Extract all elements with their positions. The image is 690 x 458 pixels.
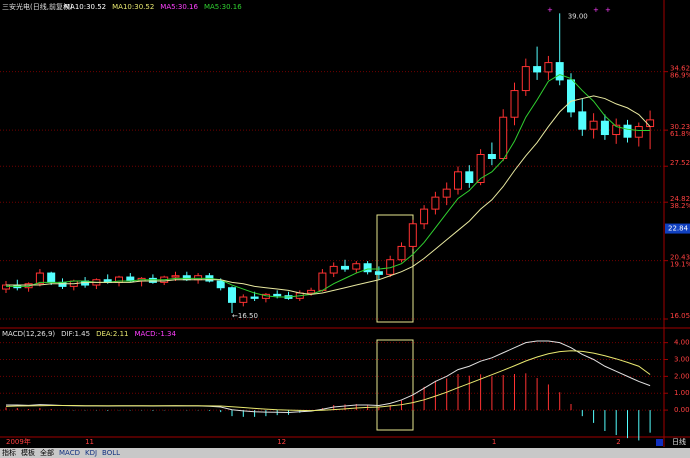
level-label: 61.8% xyxy=(670,130,690,138)
y-tick-label: 2.00 xyxy=(674,372,690,380)
marker: + xyxy=(593,6,599,14)
highlight-box xyxy=(376,214,414,323)
candle-body xyxy=(171,275,180,278)
legend-item: MA5:30.16 xyxy=(204,3,242,11)
y-tick-label: 20.43 xyxy=(670,254,690,262)
candle-body xyxy=(544,62,553,73)
y-tick-label: 30.23 xyxy=(670,123,690,131)
highlight-box xyxy=(376,339,414,431)
price-marker-label: 22.84 xyxy=(668,225,689,233)
candle-body xyxy=(386,259,395,275)
candle-body xyxy=(499,116,508,160)
candle-body xyxy=(646,119,655,128)
candle-body xyxy=(408,223,417,247)
candle-body xyxy=(521,66,530,92)
toolbar-tab[interactable]: MACD xyxy=(59,449,80,457)
level-label: 38.2% xyxy=(670,202,690,210)
toolbar-tab[interactable]: 指标 xyxy=(2,448,16,457)
toolbar-tab[interactable]: KDJ xyxy=(85,449,97,457)
toolbar-tab[interactable]: 模板 xyxy=(21,448,35,457)
legend-item: MA10:30.52 xyxy=(112,3,154,11)
candle-body xyxy=(578,111,587,130)
candle-body xyxy=(228,287,236,303)
candle-body xyxy=(250,296,259,299)
candle-body xyxy=(182,275,191,281)
toolbar-tab[interactable]: 全部 xyxy=(40,448,54,457)
x-tick-label: 12 xyxy=(277,438,286,446)
candle-body xyxy=(58,281,67,287)
price-marker-box xyxy=(665,223,690,234)
toolbar xyxy=(0,448,690,458)
y-tick-label: 34.62 xyxy=(670,65,690,73)
candle-body xyxy=(307,289,316,294)
y-tick-label: 4.00 xyxy=(674,339,690,347)
legend-item: DEA:2.11 xyxy=(96,330,128,338)
level-label: 19.1% xyxy=(670,261,690,269)
candle-body xyxy=(454,171,462,190)
candle-body xyxy=(47,272,56,283)
x-tick-label: 2009年 xyxy=(6,437,31,446)
candle-body xyxy=(341,265,349,270)
chart-title: 三安光电(日线,前复权) xyxy=(2,2,73,11)
candle-body xyxy=(35,272,44,285)
scroll-button[interactable] xyxy=(656,439,663,446)
x-tick-label: 11 xyxy=(85,438,94,446)
high-annotation: 39.00 xyxy=(568,12,588,20)
y-tick-label: 0.00 xyxy=(674,406,690,414)
legend-item: MACD(12,26,9) xyxy=(2,330,55,338)
y-tick-label: 16.05 xyxy=(670,312,690,320)
y-tick-label: 27.52 xyxy=(670,159,690,167)
macd-line xyxy=(5,350,651,412)
y-tick-label: 3.00 xyxy=(674,356,690,364)
candle-body xyxy=(2,284,10,290)
candle-body xyxy=(465,171,474,183)
legend-item: MA10:30.52 xyxy=(64,3,106,11)
candle-body xyxy=(476,154,485,183)
candle-body xyxy=(374,271,383,275)
legend-item: MACD:-1.34 xyxy=(135,330,177,338)
low-annotation: ←16.50 xyxy=(232,312,258,320)
ma-line xyxy=(6,74,651,298)
candle-body xyxy=(487,154,496,160)
candle-body xyxy=(442,188,451,198)
candle-body xyxy=(239,296,248,303)
candle-body xyxy=(612,124,621,136)
candle-body xyxy=(589,120,598,130)
y-tick-label: 24.82 xyxy=(670,195,690,203)
marker: + xyxy=(547,6,553,14)
y-tick-label: 1.00 xyxy=(674,389,690,397)
x-tick-label: 1 xyxy=(492,438,496,446)
candle-body xyxy=(600,120,609,136)
ma-line xyxy=(6,95,651,295)
legend-item: MA5:30.16 xyxy=(160,3,198,11)
candle-body xyxy=(431,196,440,210)
candle-body xyxy=(24,283,33,289)
candle-body xyxy=(318,272,327,291)
candle-body xyxy=(623,124,632,138)
candle-body xyxy=(634,126,643,138)
candle-body xyxy=(352,263,361,270)
period-label: 日线 xyxy=(672,437,686,446)
candle-body xyxy=(397,245,406,261)
candle-body xyxy=(273,293,282,297)
candle-body xyxy=(216,280,225,289)
level-label: 86.9% xyxy=(670,72,690,80)
candle-body xyxy=(194,275,203,281)
candle-body xyxy=(363,263,372,273)
candle-body xyxy=(555,62,564,81)
candle-body xyxy=(420,208,429,225)
candle-body xyxy=(510,90,519,118)
candle-body xyxy=(329,265,338,274)
candle-body xyxy=(567,79,575,113)
candle-body xyxy=(533,66,542,73)
legend-item: DIF:1.45 xyxy=(61,330,90,338)
candle-body xyxy=(148,277,157,283)
toolbar-tab[interactable]: BOLL xyxy=(102,449,120,457)
marker: + xyxy=(605,6,611,14)
x-tick-label: 2 xyxy=(616,438,620,446)
